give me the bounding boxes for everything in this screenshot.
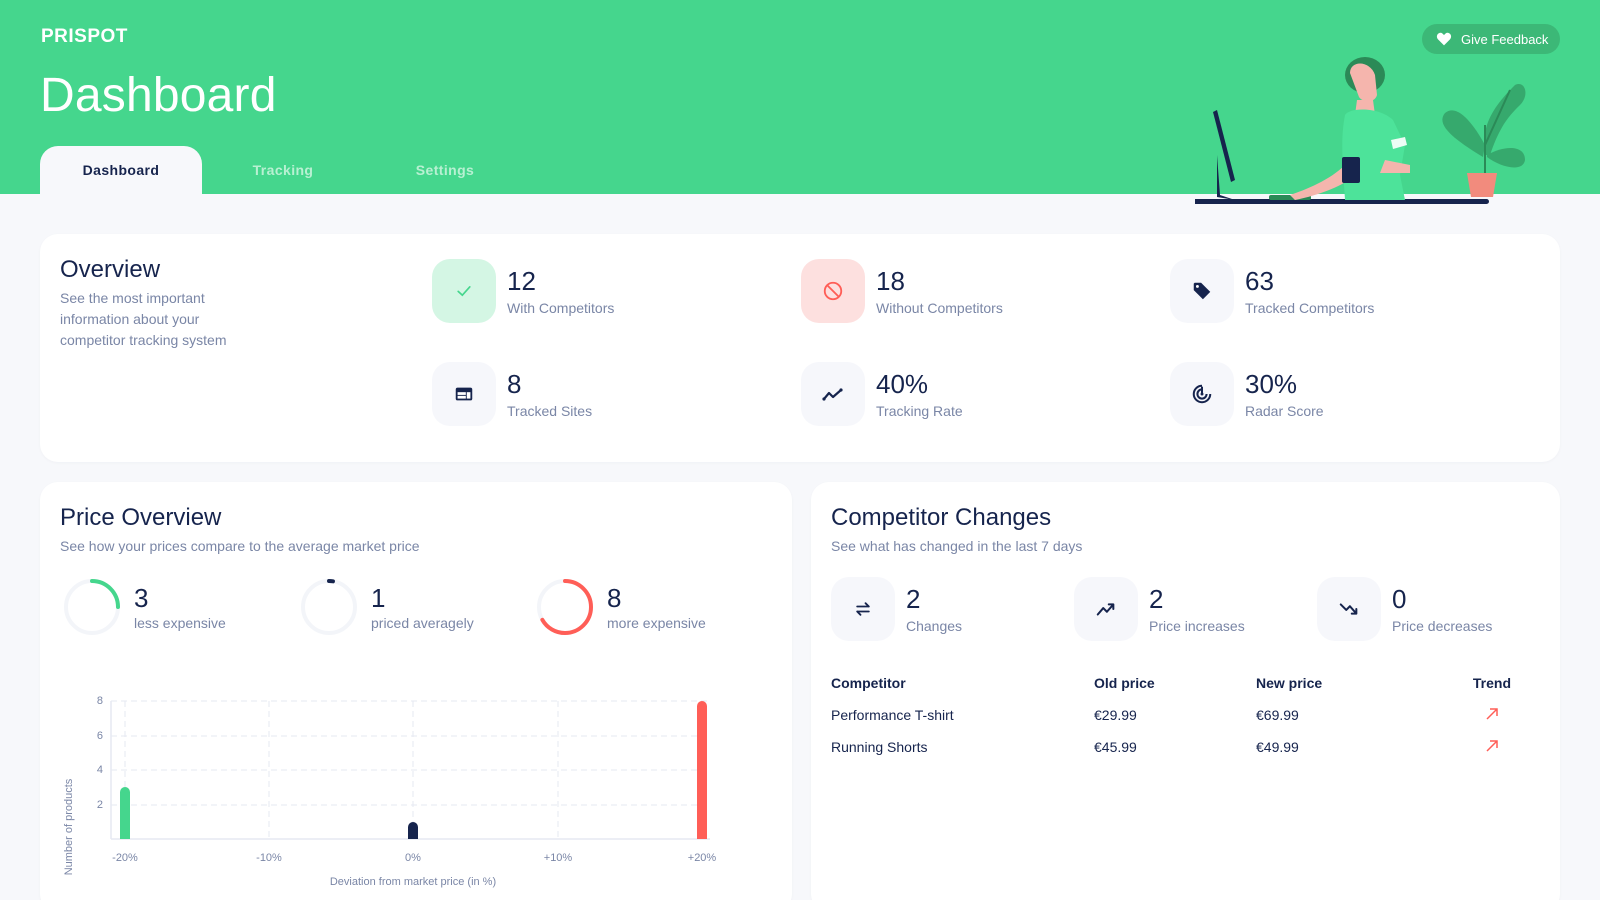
x-tick: -10%: [256, 852, 282, 864]
bar-plus-20[interactable]: [697, 701, 707, 839]
ring-label: more expensive: [607, 615, 706, 631]
feedback-label: Give Feedback: [1461, 31, 1549, 47]
stat-value: 40%: [876, 369, 929, 399]
tab-dashboard[interactable]: Dashboard: [40, 146, 202, 194]
cell-competitor: Performance T-shirt: [831, 707, 954, 723]
swap-arrows-icon: [856, 602, 870, 616]
competitor-changes-title: Competitor Changes: [831, 504, 1052, 531]
main-tabs: Dashboard Tracking Settings: [40, 146, 526, 194]
competitor-changes-subtitle: See what has changed in the last 7 days: [831, 538, 1083, 554]
price-overview-subtitle: See how your prices compare to the avera…: [60, 538, 420, 554]
radar-icon: [1192, 384, 1212, 404]
y-tick: 6: [97, 730, 103, 742]
ban-icon: [823, 281, 843, 301]
column-header-old-price[interactable]: Old price: [1094, 675, 1155, 691]
page-title: Dashboard: [40, 69, 277, 122]
stat-label: Changes: [906, 618, 963, 634]
tab-settings[interactable]: Settings: [415, 162, 475, 178]
person-at-desk-illustration: [1195, 57, 1526, 204]
tag-icon: [1193, 282, 1211, 300]
price-deviation-chart: Number of products 8 6 4 2: [63, 695, 717, 888]
stat-label: Price decreases: [1392, 618, 1493, 634]
stat-value: 18: [876, 266, 905, 296]
competitor-changes-card: Competitor Changes See what has changed …: [811, 482, 1560, 900]
stat-label: Without Competitors: [876, 300, 1003, 316]
stat-with-competitors[interactable]: 12 With Competitors: [432, 259, 614, 323]
y-tick: 2: [97, 799, 103, 811]
stat-label: Tracking Rate: [876, 403, 963, 419]
stat-price-increases[interactable]: 2 Price increases: [1074, 577, 1245, 641]
stat-label: With Competitors: [507, 300, 615, 316]
stat-tracking-rate[interactable]: 40% Tracking Rate: [801, 362, 963, 426]
check-icon: [457, 286, 471, 297]
ring-value: 8: [607, 583, 622, 613]
ring-label: priced averagely: [371, 615, 474, 631]
stat-value: 63: [1245, 266, 1274, 296]
cell-competitor: Running Shorts: [831, 739, 928, 755]
trend-line-icon: [822, 388, 843, 401]
trend-up-icon: [1096, 603, 1115, 616]
brand-logo[interactable]: PRISPOT: [41, 26, 128, 48]
ring-less-expensive[interactable]: 3 less expensive: [62, 577, 226, 637]
y-axis-label: Number of products: [63, 778, 75, 875]
price-overview-card: Price Overview See how your prices compa…: [40, 482, 792, 900]
ring-value: 3: [134, 583, 149, 613]
ring-more-expensive[interactable]: 8 more expensive: [535, 577, 706, 637]
stat-value: 12: [507, 266, 536, 296]
x-tick: +10%: [544, 852, 573, 864]
stat-radar-score[interactable]: 30% Radar Score: [1170, 362, 1324, 426]
y-tick: 8: [97, 695, 103, 707]
progress-ring-icon: [64, 579, 120, 635]
progress-ring-icon: [301, 579, 357, 635]
cell-old-price: €45.99: [1094, 739, 1137, 755]
table-row[interactable]: Performance T-shirt €29.99 €69.99: [831, 699, 1511, 731]
stat-tracked-competitors[interactable]: 63 Tracked Competitors: [1170, 259, 1374, 323]
x-tick: 0%: [405, 852, 421, 864]
ring-label: less expensive: [134, 615, 226, 631]
header-banner: PRISPOT Dashboard Dashboard Tracking Set…: [0, 0, 1600, 204]
stat-value: 2: [906, 584, 921, 614]
competitor-changes-table: Competitor Old price New price Trend Per…: [831, 667, 1511, 763]
cell-new-price: €69.99: [1256, 707, 1299, 723]
stat-without-competitors[interactable]: 18 Without Competitors: [801, 259, 1003, 323]
stat-changes[interactable]: 2 Changes: [831, 577, 962, 641]
price-overview-title: Price Overview: [60, 504, 222, 531]
progress-ring-icon: [537, 579, 593, 635]
x-tick: +20%: [688, 852, 717, 864]
stat-price-decreases[interactable]: 0 Price decreases: [1317, 577, 1492, 641]
stat-label: Tracked Sites: [507, 403, 593, 419]
cell-new-price: €49.99: [1256, 739, 1299, 755]
y-tick: 4: [97, 764, 103, 776]
stat-value: 2: [1149, 584, 1164, 614]
overview-card: Overview See the most important informat…: [40, 234, 1560, 462]
overview-subtitle: See the most important information about…: [60, 290, 227, 348]
cell-old-price: €29.99: [1094, 707, 1137, 723]
stat-value: 8: [507, 369, 522, 399]
column-header-new-price[interactable]: New price: [1256, 675, 1323, 691]
heart-icon: [1436, 32, 1452, 46]
stat-value: 0: [1392, 584, 1407, 614]
logo-text: PRISPOT: [41, 26, 128, 47]
column-header-trend[interactable]: Trend: [1472, 675, 1511, 691]
give-feedback-button[interactable]: Give Feedback: [1422, 24, 1560, 54]
overview-title: Overview: [60, 256, 161, 283]
trend-down-icon: [1339, 603, 1358, 615]
stat-value: 30%: [1245, 369, 1298, 399]
tab-tracking[interactable]: Tracking: [252, 162, 314, 178]
stat-tracked-sites[interactable]: 8 Tracked Sites: [432, 362, 592, 426]
x-tick: -20%: [112, 852, 138, 864]
ring-value: 1: [371, 583, 386, 613]
ring-priced-averagely[interactable]: 1 priced averagely: [299, 577, 474, 637]
trend-up-arrow-icon: [1486, 739, 1498, 752]
stat-label: Price increases: [1149, 618, 1245, 634]
table-header-row: Competitor Old price New price Trend: [831, 667, 1511, 699]
stat-label: Radar Score: [1245, 403, 1324, 419]
column-header-competitor[interactable]: Competitor: [831, 675, 906, 691]
bar-minus-20[interactable]: [120, 787, 130, 839]
table-row[interactable]: Running Shorts €45.99 €49.99: [831, 731, 1511, 763]
stat-label: Tracked Competitors: [1245, 300, 1375, 316]
browser-icon: [455, 387, 473, 401]
trend-up-arrow-icon: [1486, 707, 1498, 720]
x-axis-label: Deviation from market price (in %): [330, 876, 496, 888]
